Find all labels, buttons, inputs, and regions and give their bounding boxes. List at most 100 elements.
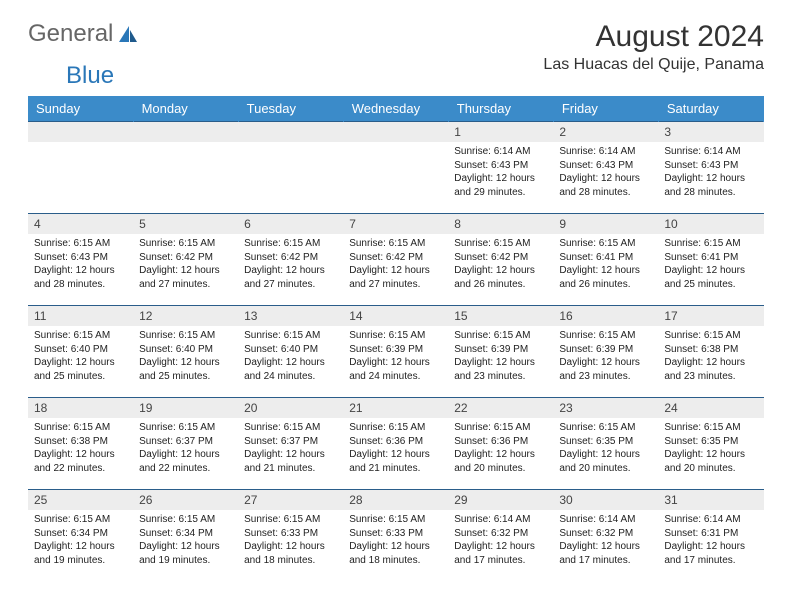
calendar-week-row: 11Sunrise: 6:15 AMSunset: 6:40 PMDayligh… xyxy=(28,306,764,398)
day-number xyxy=(238,122,343,142)
calendar-cell: 14Sunrise: 6:15 AMSunset: 6:39 PMDayligh… xyxy=(343,306,448,398)
calendar-cell: 1Sunrise: 6:14 AMSunset: 6:43 PMDaylight… xyxy=(448,122,553,214)
calendar-cell: 8Sunrise: 6:15 AMSunset: 6:42 PMDaylight… xyxy=(448,214,553,306)
day-content: Sunrise: 6:15 AMSunset: 6:41 PMDaylight:… xyxy=(658,234,763,295)
day-content: Sunrise: 6:15 AMSunset: 6:43 PMDaylight:… xyxy=(28,234,133,295)
calendar-cell: 31Sunrise: 6:14 AMSunset: 6:31 PMDayligh… xyxy=(658,490,763,582)
day-number: 15 xyxy=(448,306,553,326)
day-content: Sunrise: 6:15 AMSunset: 6:34 PMDaylight:… xyxy=(28,510,133,571)
day-content: Sunrise: 6:15 AMSunset: 6:35 PMDaylight:… xyxy=(658,418,763,479)
calendar-cell: 15Sunrise: 6:15 AMSunset: 6:39 PMDayligh… xyxy=(448,306,553,398)
day-number: 21 xyxy=(343,398,448,418)
day-number: 20 xyxy=(238,398,343,418)
day-number: 31 xyxy=(658,490,763,510)
day-content: Sunrise: 6:15 AMSunset: 6:36 PMDaylight:… xyxy=(343,418,448,479)
calendar-cell xyxy=(343,122,448,214)
calendar-body: 1Sunrise: 6:14 AMSunset: 6:43 PMDaylight… xyxy=(28,122,764,582)
calendar-cell xyxy=(133,122,238,214)
day-number: 16 xyxy=(553,306,658,326)
calendar-cell: 20Sunrise: 6:15 AMSunset: 6:37 PMDayligh… xyxy=(238,398,343,490)
day-content: Sunrise: 6:15 AMSunset: 6:40 PMDaylight:… xyxy=(133,326,238,387)
calendar-cell xyxy=(238,122,343,214)
calendar-cell: 18Sunrise: 6:15 AMSunset: 6:38 PMDayligh… xyxy=(28,398,133,490)
day-header: Thursday xyxy=(448,96,553,122)
calendar-cell: 5Sunrise: 6:15 AMSunset: 6:42 PMDaylight… xyxy=(133,214,238,306)
day-number: 30 xyxy=(553,490,658,510)
day-number: 27 xyxy=(238,490,343,510)
calendar-head: SundayMondayTuesdayWednesdayThursdayFrid… xyxy=(28,96,764,122)
day-number: 9 xyxy=(553,214,658,234)
day-content: Sunrise: 6:15 AMSunset: 6:42 PMDaylight:… xyxy=(238,234,343,295)
logo-text-2-wrap: Blue xyxy=(28,62,764,90)
month-title: August 2024 xyxy=(543,20,764,54)
calendar-cell: 4Sunrise: 6:15 AMSunset: 6:43 PMDaylight… xyxy=(28,214,133,306)
logo: General xyxy=(28,20,141,48)
calendar-cell: 13Sunrise: 6:15 AMSunset: 6:40 PMDayligh… xyxy=(238,306,343,398)
day-number: 8 xyxy=(448,214,553,234)
day-content: Sunrise: 6:15 AMSunset: 6:37 PMDaylight:… xyxy=(238,418,343,479)
day-number: 17 xyxy=(658,306,763,326)
day-content: Sunrise: 6:15 AMSunset: 6:38 PMDaylight:… xyxy=(28,418,133,479)
day-content: Sunrise: 6:15 AMSunset: 6:35 PMDaylight:… xyxy=(553,418,658,479)
calendar-week-row: 1Sunrise: 6:14 AMSunset: 6:43 PMDaylight… xyxy=(28,122,764,214)
day-number: 12 xyxy=(133,306,238,326)
calendar-week-row: 18Sunrise: 6:15 AMSunset: 6:38 PMDayligh… xyxy=(28,398,764,490)
day-header: Monday xyxy=(133,96,238,122)
day-number: 2 xyxy=(553,122,658,142)
day-content: Sunrise: 6:15 AMSunset: 6:40 PMDaylight:… xyxy=(28,326,133,387)
calendar-cell: 11Sunrise: 6:15 AMSunset: 6:40 PMDayligh… xyxy=(28,306,133,398)
calendar-cell: 21Sunrise: 6:15 AMSunset: 6:36 PMDayligh… xyxy=(343,398,448,490)
day-header: Saturday xyxy=(658,96,763,122)
calendar-cell: 7Sunrise: 6:15 AMSunset: 6:42 PMDaylight… xyxy=(343,214,448,306)
day-number: 29 xyxy=(448,490,553,510)
day-number: 19 xyxy=(133,398,238,418)
logo-text-2: Blue xyxy=(66,62,114,89)
day-number: 26 xyxy=(133,490,238,510)
calendar-cell: 27Sunrise: 6:15 AMSunset: 6:33 PMDayligh… xyxy=(238,490,343,582)
day-content: Sunrise: 6:14 AMSunset: 6:43 PMDaylight:… xyxy=(658,142,763,203)
day-number: 3 xyxy=(658,122,763,142)
calendar-cell: 17Sunrise: 6:15 AMSunset: 6:38 PMDayligh… xyxy=(658,306,763,398)
calendar-week-row: 25Sunrise: 6:15 AMSunset: 6:34 PMDayligh… xyxy=(28,490,764,582)
day-number: 23 xyxy=(553,398,658,418)
calendar-cell: 23Sunrise: 6:15 AMSunset: 6:35 PMDayligh… xyxy=(553,398,658,490)
calendar-cell: 3Sunrise: 6:14 AMSunset: 6:43 PMDaylight… xyxy=(658,122,763,214)
day-content: Sunrise: 6:15 AMSunset: 6:38 PMDaylight:… xyxy=(658,326,763,387)
day-content: Sunrise: 6:15 AMSunset: 6:39 PMDaylight:… xyxy=(448,326,553,387)
day-number xyxy=(343,122,448,142)
calendar-cell: 10Sunrise: 6:15 AMSunset: 6:41 PMDayligh… xyxy=(658,214,763,306)
day-header: Friday xyxy=(553,96,658,122)
day-content: Sunrise: 6:15 AMSunset: 6:36 PMDaylight:… xyxy=(448,418,553,479)
day-number: 6 xyxy=(238,214,343,234)
day-number: 5 xyxy=(133,214,238,234)
day-number: 11 xyxy=(28,306,133,326)
day-content: Sunrise: 6:15 AMSunset: 6:42 PMDaylight:… xyxy=(448,234,553,295)
calendar-table: SundayMondayTuesdayWednesdayThursdayFrid… xyxy=(28,96,764,582)
calendar-cell: 9Sunrise: 6:15 AMSunset: 6:41 PMDaylight… xyxy=(553,214,658,306)
calendar-cell: 28Sunrise: 6:15 AMSunset: 6:33 PMDayligh… xyxy=(343,490,448,582)
day-content: Sunrise: 6:15 AMSunset: 6:41 PMDaylight:… xyxy=(553,234,658,295)
day-number: 22 xyxy=(448,398,553,418)
day-number: 24 xyxy=(658,398,763,418)
calendar-week-row: 4Sunrise: 6:15 AMSunset: 6:43 PMDaylight… xyxy=(28,214,764,306)
day-header: Wednesday xyxy=(343,96,448,122)
calendar-cell: 16Sunrise: 6:15 AMSunset: 6:39 PMDayligh… xyxy=(553,306,658,398)
logo-text-1: General xyxy=(28,20,113,48)
calendar-cell: 25Sunrise: 6:15 AMSunset: 6:34 PMDayligh… xyxy=(28,490,133,582)
day-number: 28 xyxy=(343,490,448,510)
day-content: Sunrise: 6:14 AMSunset: 6:32 PMDaylight:… xyxy=(553,510,658,571)
day-number: 10 xyxy=(658,214,763,234)
day-content: Sunrise: 6:15 AMSunset: 6:42 PMDaylight:… xyxy=(133,234,238,295)
day-content: Sunrise: 6:15 AMSunset: 6:33 PMDaylight:… xyxy=(238,510,343,571)
day-number xyxy=(133,122,238,142)
day-number: 14 xyxy=(343,306,448,326)
day-number: 7 xyxy=(343,214,448,234)
day-content: Sunrise: 6:14 AMSunset: 6:43 PMDaylight:… xyxy=(448,142,553,203)
day-content: Sunrise: 6:15 AMSunset: 6:33 PMDaylight:… xyxy=(343,510,448,571)
calendar-cell: 19Sunrise: 6:15 AMSunset: 6:37 PMDayligh… xyxy=(133,398,238,490)
day-number: 18 xyxy=(28,398,133,418)
day-number xyxy=(28,122,133,142)
day-content: Sunrise: 6:15 AMSunset: 6:42 PMDaylight:… xyxy=(343,234,448,295)
day-content: Sunrise: 6:15 AMSunset: 6:39 PMDaylight:… xyxy=(343,326,448,387)
day-content: Sunrise: 6:15 AMSunset: 6:34 PMDaylight:… xyxy=(133,510,238,571)
